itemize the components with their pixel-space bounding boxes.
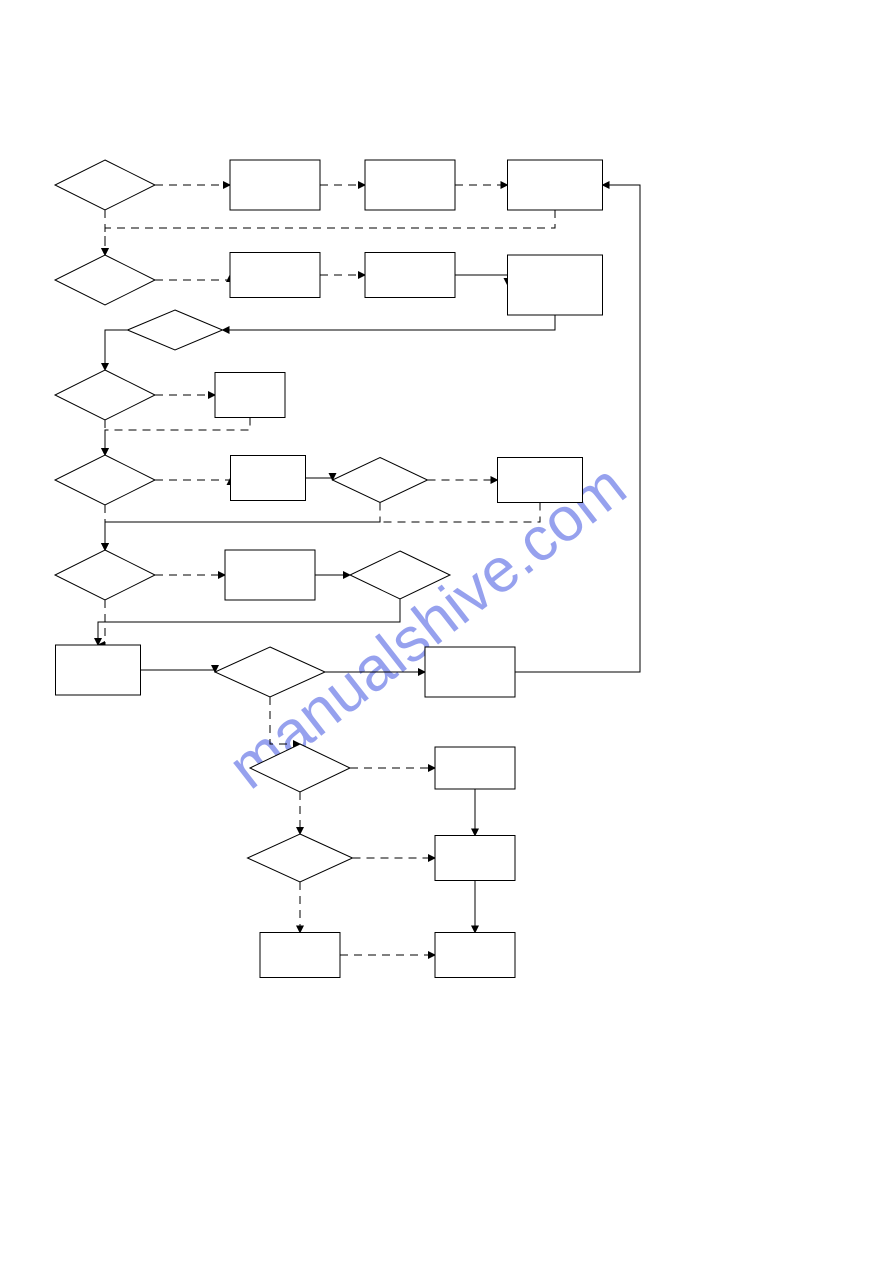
node-p1a <box>230 160 320 210</box>
node-p3a <box>215 373 285 418</box>
flow-edge <box>306 478 333 480</box>
node-p4a <box>231 456 306 501</box>
flow-edge <box>155 275 230 280</box>
flow-edge <box>455 275 508 285</box>
watermark-text: manualshive.com <box>216 451 639 802</box>
node-p6b <box>425 647 515 697</box>
flow-edge <box>105 210 555 255</box>
node-p2a <box>230 253 320 298</box>
flowchart-canvas: manualshive.com <box>0 0 893 1263</box>
flow-edge <box>105 330 128 370</box>
node-p8b <box>435 836 515 881</box>
node-d4b <box>333 458 428 503</box>
flow-edge <box>155 478 231 480</box>
node-p6a <box>56 645 141 695</box>
node-p9b <box>435 933 515 978</box>
node-p2b <box>365 253 455 298</box>
node-p1b <box>365 160 455 210</box>
node-p2c <box>508 255 603 315</box>
node-d2 <box>55 255 155 305</box>
node-p4c <box>498 458 583 503</box>
node-p9a <box>260 933 340 978</box>
node-d8 <box>248 834 353 882</box>
node-d3 <box>55 370 155 420</box>
flow-edge <box>141 670 216 672</box>
node-d2b <box>128 310 223 350</box>
node-d4 <box>55 455 155 505</box>
flow-edge <box>105 503 380 551</box>
flow-edge <box>105 503 540 551</box>
flow-edge <box>105 418 250 456</box>
node-p1c <box>508 160 603 210</box>
node-p7b <box>435 747 515 789</box>
node-p5a <box>225 550 315 600</box>
flow-edge <box>98 599 400 645</box>
node-d5 <box>55 550 155 600</box>
node-d1 <box>55 160 155 210</box>
flow-edge <box>223 315 556 330</box>
